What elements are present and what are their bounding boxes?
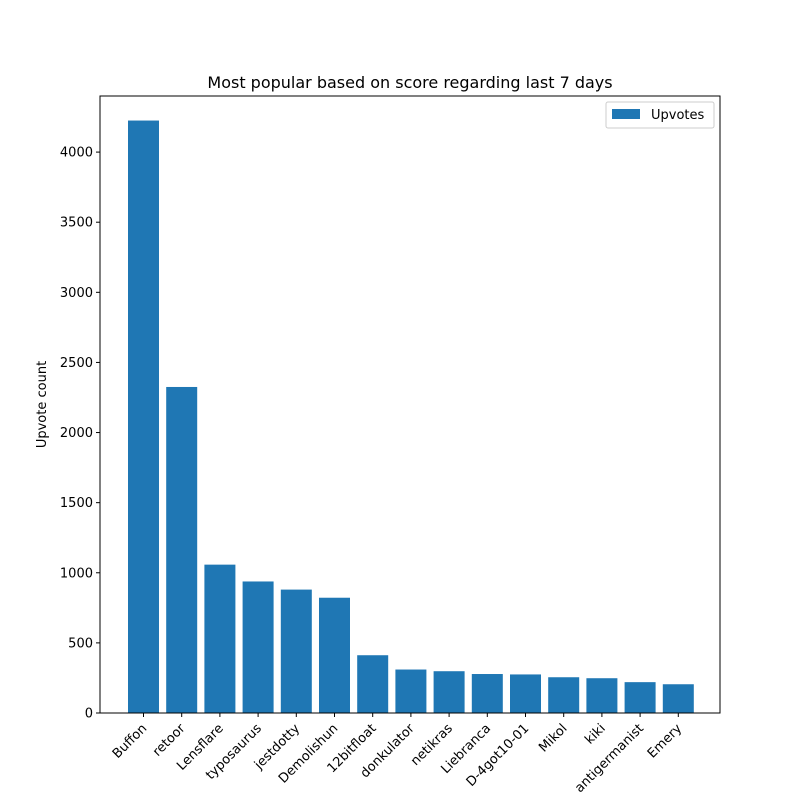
plot-frame: [99, 95, 721, 714]
x-tick-label: Buffon: [110, 721, 151, 762]
bar: [242, 581, 274, 713]
bar: [471, 674, 503, 713]
y-axis: 0 500 1000 1500 2000 2500 3000 3500 4000: [60, 146, 100, 722]
bar: [395, 669, 427, 713]
y-tick-label: 3500: [60, 216, 93, 231]
bar: [128, 120, 159, 714]
y-tick-label: 1500: [60, 496, 93, 511]
y-axis-label: Upvote count: [35, 361, 50, 448]
bar: [586, 678, 618, 713]
y-tick-label: 500: [68, 636, 93, 651]
y-tick-label: 2500: [60, 356, 93, 371]
legend-box: [605, 101, 715, 129]
legend-swatch: [612, 109, 640, 119]
chart-title: Most popular based on score regarding la…: [207, 73, 612, 92]
bar: [662, 684, 694, 713]
y-tick-label: 0: [85, 707, 93, 722]
bar: [166, 386, 198, 713]
y-tick-label: 2000: [60, 426, 93, 441]
bar: [433, 671, 465, 713]
bar: [204, 564, 236, 713]
x-tick-label: antigermanist: [572, 721, 647, 796]
x-tick-label: Emery: [645, 721, 685, 761]
y-tick-label: 4000: [60, 146, 93, 161]
legend: Upvotes: [605, 101, 715, 129]
plot-area: [128, 120, 694, 714]
x-tick-label: kiki: [582, 721, 608, 747]
bar: [357, 655, 389, 713]
bar: [624, 682, 656, 713]
y-tick-label: 1000: [60, 566, 93, 581]
bar: [319, 597, 350, 713]
bar: [280, 589, 312, 713]
bar: [548, 677, 580, 713]
x-tick-label: Mikol: [536, 721, 570, 755]
x-axis: Buffon retoorLensflaretyposaurusjestdotty…: [110, 713, 685, 796]
y-tick-label: 3000: [60, 286, 93, 301]
bar: [510, 674, 541, 713]
legend-label: Upvotes: [651, 108, 705, 123]
